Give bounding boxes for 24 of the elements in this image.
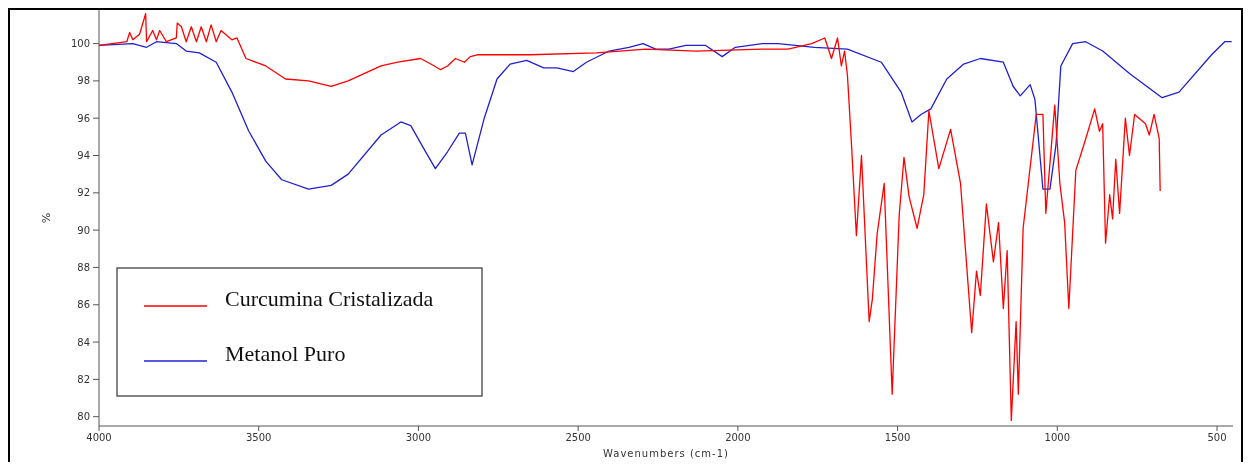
y-tick-label: 80	[77, 411, 90, 423]
x-axis-title: Wavenumbers (cm-1)	[603, 448, 729, 459]
line-series	[98, 13, 1161, 422]
x-tick-label: 2000	[725, 432, 751, 443]
y-tick-label: 88	[77, 261, 90, 273]
x-tick-label: 4000	[86, 432, 112, 443]
y-tick-label: 90	[77, 224, 90, 236]
y-tick-label: 84	[77, 336, 90, 348]
y-tick-label: 94	[77, 150, 90, 162]
x-tick-label: 500	[1207, 432, 1227, 443]
x-tick-label: 3500	[245, 432, 272, 443]
legend-label: Curcumina Cristalizada	[225, 285, 434, 311]
legend-label: Metanol Puro	[225, 340, 346, 366]
y-tick-label: 92	[77, 187, 90, 199]
y-tick-label: 98	[77, 75, 90, 87]
y-tick-label: 100	[70, 38, 90, 50]
x-tick-label: 1000	[1044, 432, 1071, 443]
y-tick-label: 96	[77, 112, 90, 124]
y-tick-label: 86	[77, 299, 90, 311]
y-tick-label: 82	[77, 373, 90, 385]
y-axis-title: %	[39, 212, 52, 224]
x-tick-label: 3000	[405, 432, 432, 443]
x-tick-label: 1500	[884, 432, 911, 443]
x-tick-label: 2500	[565, 432, 591, 443]
